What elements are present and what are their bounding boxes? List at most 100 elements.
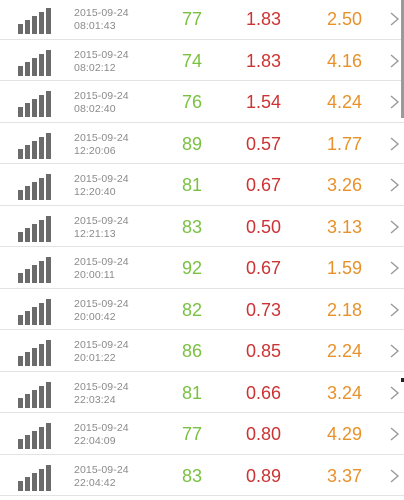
value-3: 3.26 xyxy=(327,175,363,195)
signal-bars-icon xyxy=(18,132,51,159)
signal-bars-icon xyxy=(18,49,51,76)
signal-bars-icon xyxy=(18,174,51,200)
record-date: 2015-09-24 xyxy=(74,297,129,310)
record-time: 22:03:24 xyxy=(74,393,116,406)
signal-bars-icon xyxy=(18,340,51,366)
list-item[interactable]: 2015-09-24 22:03:24 81 0.66 3.24 xyxy=(0,371,404,413)
record-date: 2015-09-24 xyxy=(74,173,129,185)
value-1: 77 xyxy=(182,9,203,29)
chevron-right-icon[interactable] xyxy=(386,219,402,235)
value-2: 0.67 xyxy=(246,258,282,278)
value-1: 76 xyxy=(182,92,203,112)
chevron-right-icon[interactable] xyxy=(386,302,402,318)
record-date: 2015-09-24 xyxy=(74,463,129,476)
timestamp: 2015-09-24 12:21:13 xyxy=(74,215,129,241)
value-3: 2.24 xyxy=(327,341,363,361)
signal-bars-icon xyxy=(18,464,51,491)
signal-bars-icon xyxy=(18,381,51,408)
value-1: 77 xyxy=(182,424,203,444)
list-item[interactable]: 2015-09-24 12:21:13 83 0.50 3.13 xyxy=(0,205,404,247)
record-date: 2015-09-24 xyxy=(74,90,129,102)
chevron-right-icon[interactable] xyxy=(386,136,402,152)
value-3: 3.37 xyxy=(327,465,363,486)
record-date: 2015-09-24 xyxy=(74,339,129,351)
chevron-right-icon[interactable] xyxy=(386,177,402,193)
value-1: 83 xyxy=(182,216,203,237)
value-1: 86 xyxy=(182,341,203,361)
list-item[interactable]: 2015-09-24 08:02:40 76 1.54 4.24 xyxy=(0,81,404,123)
value-1: 89 xyxy=(182,133,203,154)
record-time: 08:01:43 xyxy=(74,20,116,32)
chevron-right-icon[interactable] xyxy=(386,11,402,27)
record-time: 22:04:42 xyxy=(74,476,116,489)
value-2: 1.83 xyxy=(246,9,282,29)
record-time: 12:20:06 xyxy=(74,144,116,157)
value-3: 4.16 xyxy=(327,50,363,71)
timestamp: 2015-09-24 12:20:40 xyxy=(74,173,129,199)
timestamp: 2015-09-24 20:00:42 xyxy=(74,298,129,324)
value-1: 83 xyxy=(182,465,203,486)
value-3: 4.24 xyxy=(327,92,363,112)
record-date: 2015-09-24 xyxy=(74,256,129,268)
timestamp: 2015-09-24 22:04:09 xyxy=(74,422,129,448)
record-date: 2015-09-24 xyxy=(74,131,129,144)
timestamp: 2015-09-24 08:02:40 xyxy=(74,90,129,116)
record-date: 2015-09-24 xyxy=(74,7,129,19)
value-2: 0.89 xyxy=(246,465,282,486)
scrollbar[interactable] xyxy=(401,0,404,118)
record-time: 12:21:13 xyxy=(74,227,116,240)
signal-bars-icon xyxy=(18,298,51,325)
list-item[interactable]: 2015-09-24 08:01:43 77 1.83 2.50 xyxy=(0,0,404,40)
record-time: 20:01:22 xyxy=(74,352,116,364)
timestamp: 2015-09-24 12:20:06 xyxy=(74,132,129,158)
value-2: 1.54 xyxy=(246,92,282,112)
value-1: 81 xyxy=(182,382,203,403)
record-date: 2015-09-24 xyxy=(74,422,129,434)
chevron-right-icon[interactable] xyxy=(386,343,402,359)
timestamp: 2015-09-24 22:03:24 xyxy=(74,381,129,407)
value-3: 1.59 xyxy=(327,258,363,278)
value-1: 81 xyxy=(182,175,203,195)
timestamp: 2015-09-24 08:01:43 xyxy=(74,7,129,33)
value-3: 4.29 xyxy=(327,424,363,444)
record-date: 2015-09-24 xyxy=(74,380,129,393)
signal-bars-icon xyxy=(18,257,51,283)
record-time: 22:04:09 xyxy=(74,435,116,447)
value-2: 0.57 xyxy=(246,133,282,154)
chevron-right-icon[interactable] xyxy=(386,94,402,110)
record-date: 2015-09-24 xyxy=(74,48,129,61)
chevron-right-icon[interactable] xyxy=(386,468,402,484)
chevron-right-icon[interactable] xyxy=(386,53,402,69)
chevron-right-icon[interactable] xyxy=(386,426,402,442)
record-time: 20:00:42 xyxy=(74,310,116,323)
list-item[interactable]: 2015-09-24 08:02:12 74 1.83 4.16 xyxy=(0,39,404,81)
timestamp: 2015-09-24 20:01:22 xyxy=(74,339,129,365)
value-3: 2.50 xyxy=(327,9,363,29)
signal-bars-icon xyxy=(18,215,51,242)
list-item[interactable]: 2015-09-24 20:00:42 82 0.73 2.18 xyxy=(0,288,404,330)
value-2: 0.80 xyxy=(246,424,282,444)
value-1: 82 xyxy=(182,299,203,320)
record-time: 08:02:40 xyxy=(74,103,116,115)
value-2: 0.66 xyxy=(246,382,282,403)
value-1: 74 xyxy=(182,50,203,71)
record-date: 2015-09-24 xyxy=(74,214,129,227)
chevron-right-icon[interactable] xyxy=(386,385,402,401)
list-item[interactable]: 2015-09-24 12:20:40 81 0.67 3.26 xyxy=(0,164,404,206)
list-item[interactable]: 2015-09-24 22:04:42 83 0.89 3.37 xyxy=(0,454,404,496)
value-2: 0.50 xyxy=(246,216,282,237)
value-2: 0.73 xyxy=(246,299,282,320)
signal-bars-icon xyxy=(18,91,51,117)
record-time: 08:02:12 xyxy=(74,61,116,74)
chevron-right-icon[interactable] xyxy=(386,260,402,276)
value-2: 0.67 xyxy=(246,175,282,195)
record-time: 20:00:11 xyxy=(74,269,115,281)
value-3: 3.24 xyxy=(327,382,363,403)
list-item[interactable]: 2015-09-24 12:20:06 89 0.57 1.77 xyxy=(0,122,404,164)
record-time: 12:20:40 xyxy=(74,186,116,198)
list-item[interactable]: 2015-09-24 20:00:11 92 0.67 1.59 xyxy=(0,247,404,289)
value-2: 0.85 xyxy=(246,341,282,361)
list-item[interactable]: 2015-09-24 20:01:22 86 0.85 2.24 xyxy=(0,330,404,372)
list-item[interactable]: 2015-09-24 22:04:09 77 0.80 4.29 xyxy=(0,413,404,455)
